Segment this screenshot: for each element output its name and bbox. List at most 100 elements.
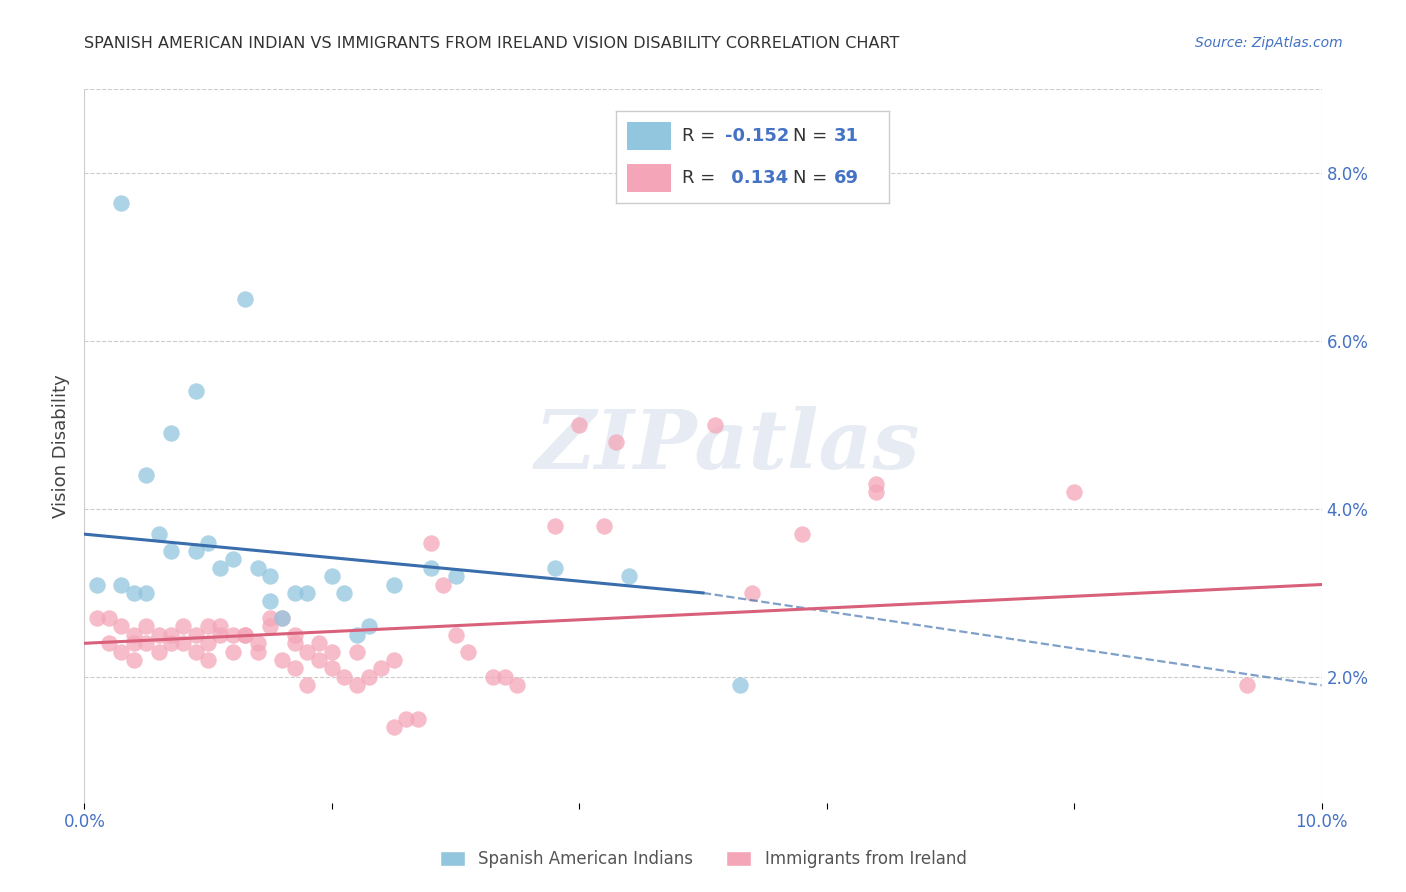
Point: [395, 712, 418, 726]
Point: [741, 586, 763, 600]
Point: [382, 577, 405, 591]
Point: [135, 586, 157, 600]
Point: [271, 653, 294, 667]
Point: [148, 527, 170, 541]
Point: [197, 636, 219, 650]
Point: [865, 476, 887, 491]
Point: [419, 535, 441, 549]
Point: [370, 661, 392, 675]
Point: [444, 628, 467, 642]
Y-axis label: Vision Disability: Vision Disability: [52, 374, 70, 518]
Point: [728, 678, 751, 692]
Point: [506, 678, 529, 692]
Point: [184, 645, 207, 659]
Point: [259, 569, 281, 583]
Point: [1063, 485, 1085, 500]
Point: [271, 611, 294, 625]
Point: [98, 611, 121, 625]
Point: [222, 645, 245, 659]
Point: [284, 586, 307, 600]
Point: [346, 678, 368, 692]
Point: [259, 619, 281, 633]
Point: [357, 619, 380, 633]
Point: [110, 195, 132, 210]
Point: [122, 653, 145, 667]
Point: [295, 678, 318, 692]
Point: [197, 619, 219, 633]
Point: [321, 569, 343, 583]
Point: [160, 628, 183, 642]
Point: [246, 560, 269, 574]
Point: [233, 628, 256, 642]
Point: [444, 569, 467, 583]
Point: [308, 653, 330, 667]
Text: ZIPatlas: ZIPatlas: [536, 406, 921, 486]
Point: [704, 417, 727, 432]
Legend: Spanish American Indians, Immigrants from Ireland: Spanish American Indians, Immigrants fro…: [433, 844, 973, 875]
Point: [432, 577, 454, 591]
Point: [197, 653, 219, 667]
Point: [790, 527, 813, 541]
Point: [543, 518, 565, 533]
Point: [333, 586, 356, 600]
Point: [222, 552, 245, 566]
Point: [284, 628, 307, 642]
Point: [457, 645, 479, 659]
Point: [346, 628, 368, 642]
Point: [184, 628, 207, 642]
Point: [605, 434, 627, 449]
Point: [160, 544, 183, 558]
Point: [382, 720, 405, 734]
Point: [357, 670, 380, 684]
Point: [295, 586, 318, 600]
Point: [295, 645, 318, 659]
Point: [172, 636, 194, 650]
Point: [233, 292, 256, 306]
Point: [122, 586, 145, 600]
Point: [222, 628, 245, 642]
Point: [86, 611, 108, 625]
Point: [110, 577, 132, 591]
Point: [382, 653, 405, 667]
Point: [321, 645, 343, 659]
Point: [110, 645, 132, 659]
Point: [308, 636, 330, 650]
Point: [184, 544, 207, 558]
Point: [568, 417, 591, 432]
Point: [543, 560, 565, 574]
Point: [110, 619, 132, 633]
Point: [419, 560, 441, 574]
Text: SPANISH AMERICAN INDIAN VS IMMIGRANTS FROM IRELAND VISION DISABILITY CORRELATION: SPANISH AMERICAN INDIAN VS IMMIGRANTS FR…: [84, 36, 900, 51]
Point: [98, 636, 121, 650]
Point: [197, 535, 219, 549]
Point: [148, 645, 170, 659]
Point: [209, 619, 232, 633]
Point: [617, 569, 640, 583]
Point: [233, 628, 256, 642]
Point: [593, 518, 616, 533]
Point: [1236, 678, 1258, 692]
Point: [494, 670, 516, 684]
Point: [160, 636, 183, 650]
Point: [148, 628, 170, 642]
Point: [259, 611, 281, 625]
Point: [333, 670, 356, 684]
Point: [209, 628, 232, 642]
Point: [135, 619, 157, 633]
Point: [246, 636, 269, 650]
Point: [408, 712, 430, 726]
Point: [135, 636, 157, 650]
Point: [865, 485, 887, 500]
Point: [284, 636, 307, 650]
Point: [122, 628, 145, 642]
Point: [122, 636, 145, 650]
Point: [184, 384, 207, 399]
Point: [321, 661, 343, 675]
Point: [271, 611, 294, 625]
Point: [246, 645, 269, 659]
Text: Source: ZipAtlas.com: Source: ZipAtlas.com: [1195, 36, 1343, 50]
Point: [86, 577, 108, 591]
Point: [346, 645, 368, 659]
Point: [209, 560, 232, 574]
Point: [481, 670, 503, 684]
